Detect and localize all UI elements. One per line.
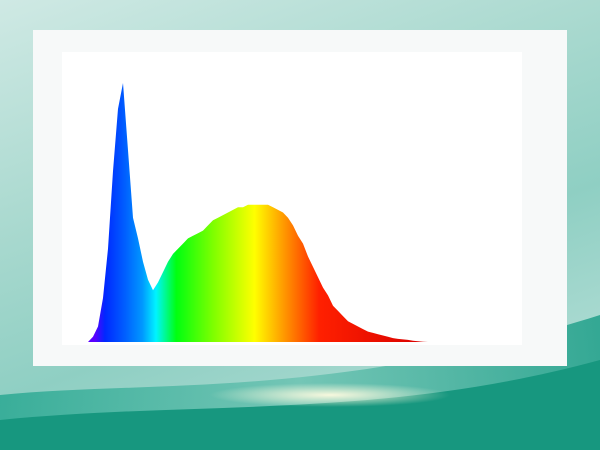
spectrum-area xyxy=(88,83,428,342)
